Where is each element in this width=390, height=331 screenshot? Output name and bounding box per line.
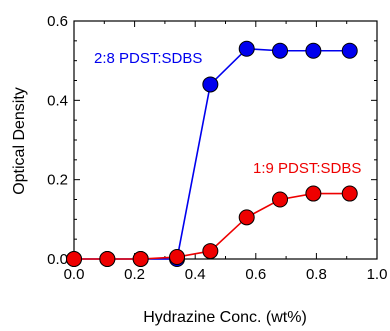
x-tick-label: 0.6	[245, 266, 266, 283]
data-point-0	[305, 42, 322, 59]
data-point-1	[305, 185, 322, 202]
data-point-1	[99, 251, 116, 267]
data-point-0	[202, 76, 219, 93]
x-tick-label: 0.8	[306, 266, 327, 283]
data-point-1	[132, 251, 149, 267]
labels-layer: Hydrazine Conc. (wt%) Optical Density 2:…	[11, 50, 361, 326]
data-point-1	[169, 249, 186, 266]
x-tick-label: 0.0	[64, 266, 85, 283]
data-point-1	[341, 185, 358, 202]
data-point-1	[272, 191, 289, 208]
data-point-1	[238, 209, 255, 226]
series-label-1-9: 1:9 PDST:SDBS	[253, 160, 361, 177]
y-axis-title: Optical Density	[11, 87, 28, 195]
axis-ticks-layer: 0.0 0.2 0.4 0.6 0.8 1.0 0.0 0.2 0.4 0.6	[47, 13, 387, 283]
y-tick-label: 0.0	[47, 251, 68, 268]
series-layer	[66, 40, 358, 267]
series-label-2-8: 2:8 PDST:SDBS	[94, 50, 202, 67]
x-tick-label: 0.2	[124, 266, 145, 283]
y-tick-label: 0.2	[47, 172, 68, 189]
data-point-0	[341, 42, 358, 59]
data-point-1	[66, 251, 82, 267]
x-tick-label: 1.0	[367, 266, 388, 283]
y-tick-label: 0.4	[47, 92, 68, 109]
data-point-0	[238, 40, 255, 57]
x-tick-label: 0.4	[185, 266, 206, 283]
data-point-0	[272, 42, 289, 59]
x-axis-title: Hydrazine Conc. (wt%)	[143, 309, 307, 326]
data-point-1	[202, 243, 219, 260]
y-tick-label: 0.6	[47, 13, 68, 30]
